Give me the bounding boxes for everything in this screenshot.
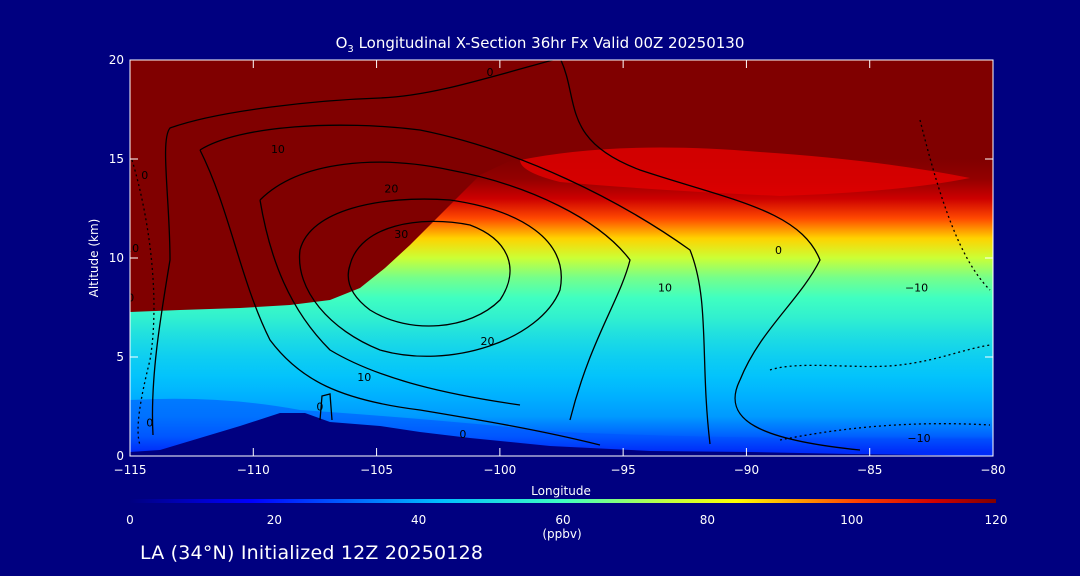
y-tick-label-3: 15 bbox=[109, 152, 124, 166]
x-axis: −115 −110 −105 −100 −95 −90 −85 −80 bbox=[114, 60, 1006, 477]
colorbar-tick-label-3: 60 bbox=[555, 513, 570, 527]
y-tick-label-2: 10 bbox=[109, 251, 124, 265]
x-tick-label-5: −90 bbox=[734, 463, 759, 477]
title-species: O bbox=[335, 34, 348, 52]
contour-label-3: 0 bbox=[459, 428, 466, 441]
x-tick-label-0: −115 bbox=[114, 463, 147, 477]
contour-0-east bbox=[560, 60, 861, 451]
x-tick-label-7: −80 bbox=[980, 463, 1005, 477]
contour-label-9: 20 bbox=[481, 335, 495, 348]
upper-ozone-band-east bbox=[520, 147, 970, 196]
x-axis-label: Longitude bbox=[531, 484, 591, 498]
colorbar-tick-label-2: 40 bbox=[411, 513, 426, 527]
stratospheric-intrusion-region bbox=[130, 60, 993, 312]
contour-label-0: 0 bbox=[146, 416, 153, 429]
contour-labels: 0 0 0 0 0 10 10 10 20 20 30 0 −10 −10 −10 −10 bbox=[111, 66, 931, 445]
x-tick-label-1: −110 bbox=[237, 463, 270, 477]
contour-label-13: −10 bbox=[111, 292, 134, 305]
y-axis: 0 5 10 15 20 bbox=[109, 53, 993, 463]
x-tick-label-3: −100 bbox=[483, 463, 516, 477]
title-text: Longitudinal X-Section 36hr Fx Valid 00Z… bbox=[353, 34, 745, 52]
contour-label-5: 10 bbox=[271, 143, 285, 156]
initialization-footer: LA (34°N) Initialized 12Z 20250128 bbox=[140, 542, 484, 564]
colorbar bbox=[130, 499, 996, 503]
contour-label-15: −10 bbox=[907, 432, 930, 445]
plot-area: 0 0 0 0 0 10 10 10 20 20 30 0 −10 −10 −10 −10 bbox=[111, 60, 993, 456]
contour-label-2: 0 bbox=[316, 400, 323, 413]
title-species-subscript: 3 bbox=[347, 44, 354, 55]
contour-30-inner bbox=[347, 220, 511, 327]
chart-title: O3 Longitudinal X-Section 36hr Fx Valid … bbox=[0, 34, 1080, 55]
negative-contour-west bbox=[131, 159, 155, 446]
contour-0-mountain bbox=[319, 393, 333, 421]
contour-label-11: 0 bbox=[775, 244, 782, 257]
terrain-silhouette bbox=[130, 413, 993, 456]
colorbar-tick-label-0: 0 bbox=[126, 513, 134, 527]
contour-30-outer bbox=[298, 198, 562, 357]
x-tick-label-4: −95 bbox=[610, 463, 635, 477]
contour-label-1: 0 bbox=[141, 169, 148, 182]
y-tick-label-0: 0 bbox=[116, 449, 124, 463]
contour-label-4: 0 bbox=[486, 66, 493, 79]
x-tick-label-2: −105 bbox=[360, 463, 393, 477]
colorbar-tick-label-5: 100 bbox=[840, 513, 863, 527]
negative-contours bbox=[131, 119, 991, 446]
contour-20 bbox=[259, 161, 631, 421]
x-tick-label-6: −85 bbox=[857, 463, 882, 477]
colorbar-tick-label-1: 20 bbox=[267, 513, 282, 527]
colorbar-ticks: 0 20 40 60 80 100 120 bbox=[126, 513, 1007, 527]
y-tick-label-1: 5 bbox=[116, 350, 124, 364]
contour-label-12: −10 bbox=[116, 242, 139, 255]
colorbar-tick-label-6: 120 bbox=[985, 513, 1008, 527]
contour-label-10: 30 bbox=[394, 228, 408, 241]
contour-label-7: 10 bbox=[658, 282, 672, 295]
contour-10 bbox=[199, 124, 711, 446]
negative-contour-east-lower bbox=[769, 344, 991, 441]
colorbar-tick-label-4: 80 bbox=[700, 513, 715, 527]
contour-lines bbox=[151, 60, 861, 451]
y-tick-label-4: 20 bbox=[109, 53, 124, 67]
contour-label-14: −10 bbox=[905, 282, 928, 295]
contour-label-8: 20 bbox=[384, 183, 398, 196]
contour-label-6: 10 bbox=[357, 371, 371, 384]
colorbar-unit-label: (ppbv) bbox=[542, 527, 581, 541]
y-axis-label: Altitude (km) bbox=[87, 219, 101, 298]
contour-0-outer bbox=[151, 60, 556, 436]
